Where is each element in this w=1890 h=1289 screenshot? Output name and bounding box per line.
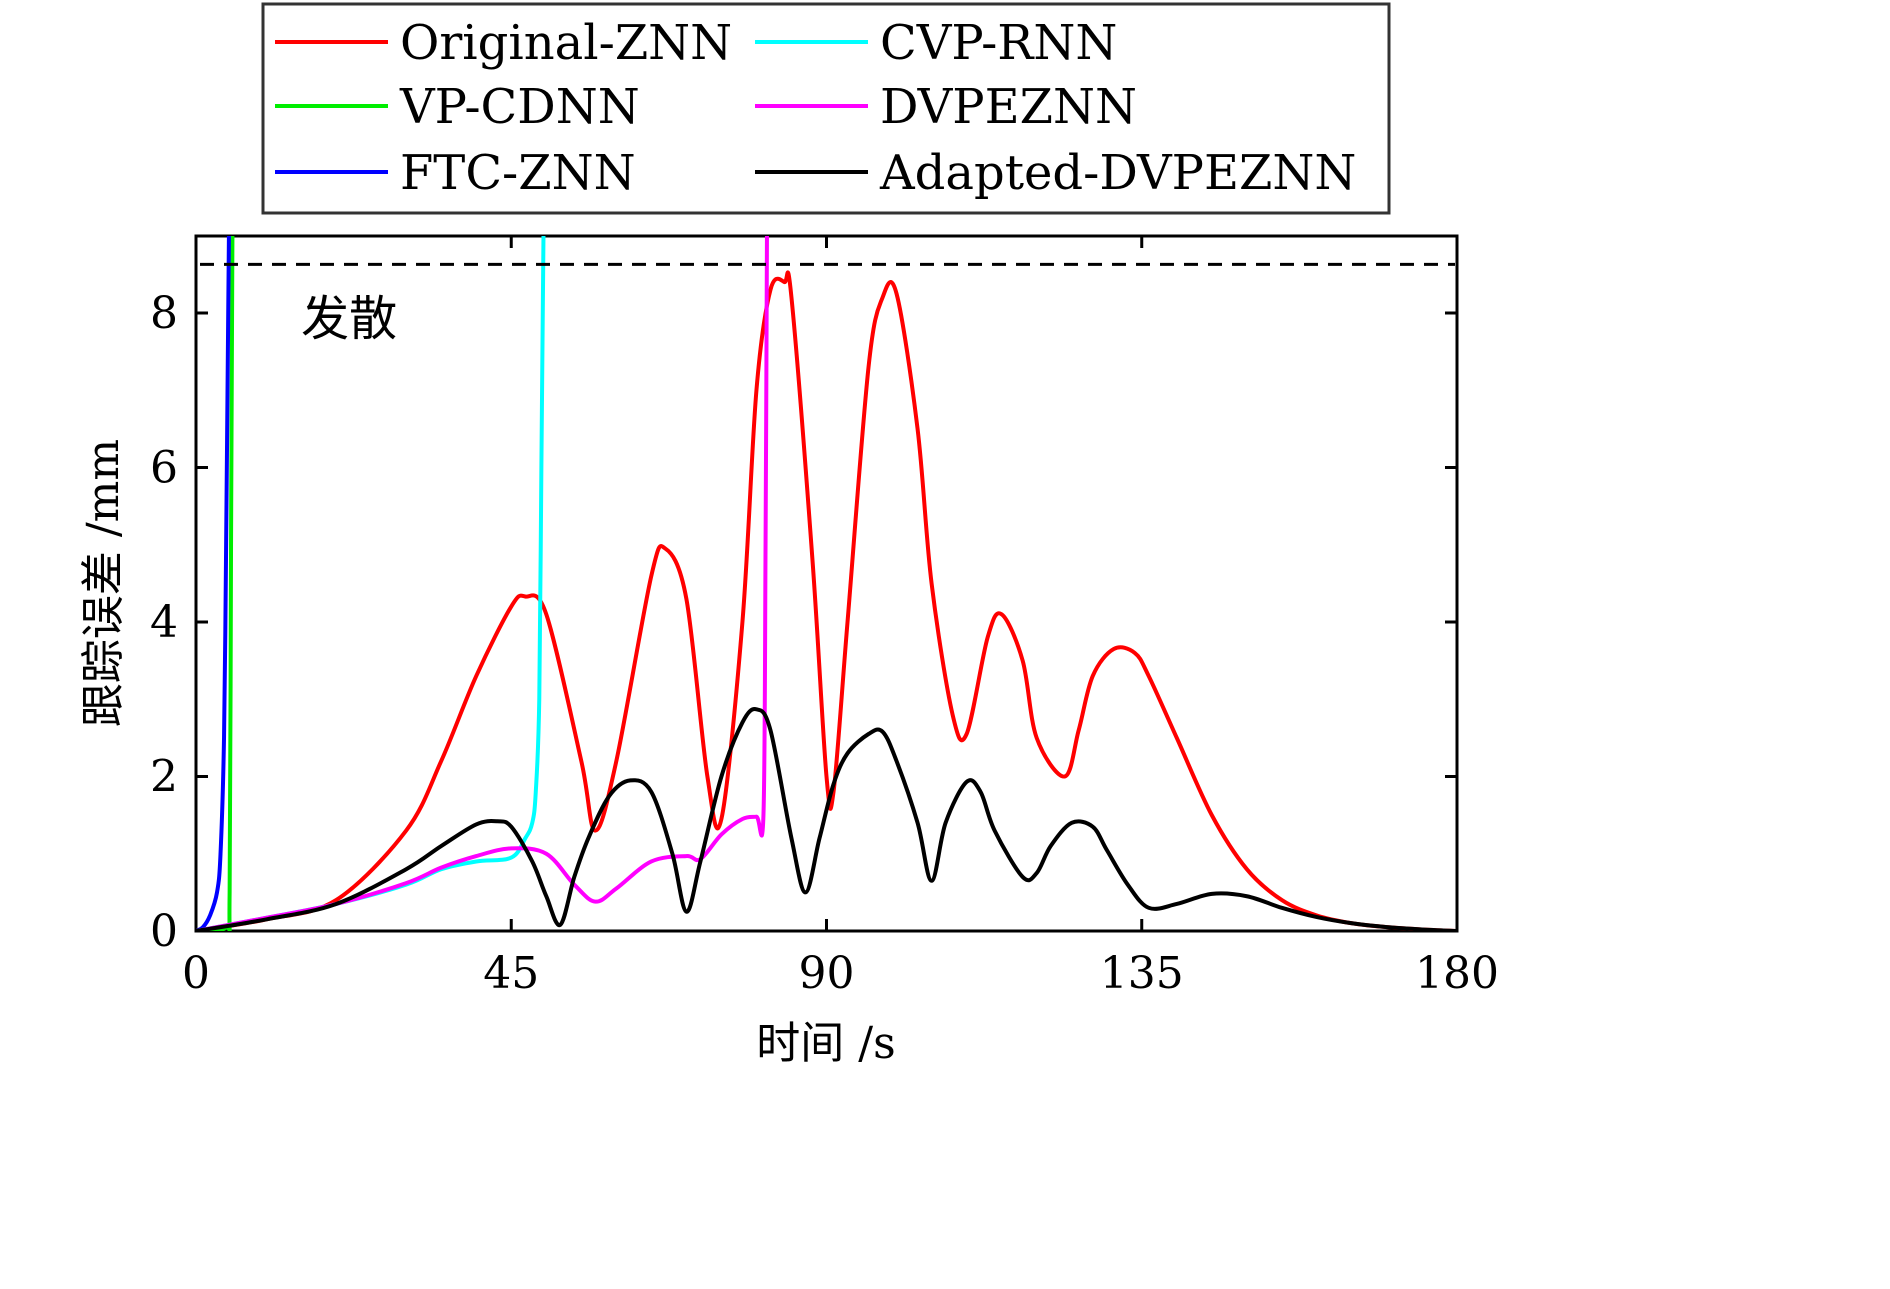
legend-label-cvp-rnn: CVP-RNN: [880, 15, 1117, 71]
x-tick-label: 90: [799, 948, 855, 999]
x-tick-label: 0: [182, 948, 210, 999]
divergence-annotation: 发散: [301, 291, 397, 347]
x-axis-label: 时间 /s: [756, 1018, 895, 1069]
series-group: [196, 236, 1457, 931]
legend-label-dvpeznn: DVPEZNN: [880, 79, 1137, 135]
y-tick-label: 6: [150, 443, 178, 494]
y-tick-label: 4: [150, 597, 178, 648]
legend-label-vp-cdnn: VP-CDNN: [399, 79, 640, 135]
line-chart: Original-ZNN VP-CDNN FTC-ZNN CVP-RNN DVPEZNN…: [78, 2, 1499, 1069]
tick-labels: 0 45 90 135 180 0 2 4 6 8: [150, 288, 1499, 999]
series-line-dvpeznn: [196, 236, 769, 931]
y-tick-label: 2: [150, 752, 178, 803]
series-line-original-znn: [196, 270, 1457, 931]
legend-label-original-znn: Original-ZNN: [400, 15, 732, 71]
legend: Original-ZNN VP-CDNN FTC-ZNN CVP-RNN DVPEZNN…: [261, 2, 1391, 215]
series-line-adapted-dvpeznn: [196, 707, 1457, 931]
y-tick-label: 0: [150, 906, 178, 957]
legend-label-adapted-dvpeznn: Adapted-DVPEZNN: [879, 145, 1356, 201]
x-tick-label: 135: [1100, 948, 1184, 999]
y-tick-label: 8: [150, 288, 178, 339]
series-line-ftc-znn: [196, 236, 231, 931]
legend-box: [261, 2, 1391, 215]
y-axis-label: 跟踪误差 /mm: [78, 439, 129, 727]
legend-label-ftc-znn: FTC-ZNN: [400, 145, 636, 201]
x-tick-label: 45: [483, 948, 539, 999]
x-tick-label: 180: [1415, 948, 1499, 999]
